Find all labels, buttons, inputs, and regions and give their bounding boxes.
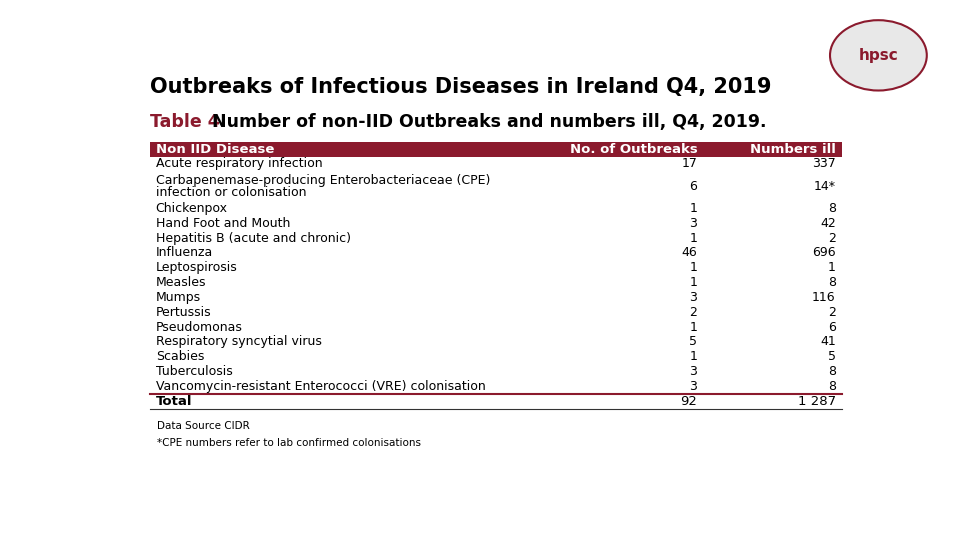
FancyBboxPatch shape — [150, 364, 842, 379]
FancyBboxPatch shape — [150, 171, 842, 201]
Text: 1: 1 — [689, 350, 697, 363]
Text: 696: 696 — [812, 246, 836, 260]
Text: 41: 41 — [820, 335, 836, 348]
FancyBboxPatch shape — [150, 260, 842, 275]
Text: 46: 46 — [682, 246, 697, 260]
FancyBboxPatch shape — [150, 246, 842, 260]
Text: No. of Outbreaks: No. of Outbreaks — [569, 143, 697, 156]
Text: infection or colonisation: infection or colonisation — [156, 186, 306, 199]
Text: 6: 6 — [828, 321, 836, 334]
Text: 3: 3 — [689, 365, 697, 378]
Text: Respiratory syncytial virus: Respiratory syncytial virus — [156, 335, 322, 348]
Text: Outbreaks of Infectious Diseases in Ireland Q4, 2019: Outbreaks of Infectious Diseases in Irel… — [150, 77, 771, 97]
Text: 17: 17 — [682, 158, 697, 171]
Text: Total: Total — [156, 395, 192, 408]
Text: Mumps: Mumps — [156, 291, 201, 304]
Text: 3: 3 — [689, 217, 697, 230]
FancyBboxPatch shape — [150, 290, 842, 305]
Text: 1: 1 — [689, 202, 697, 215]
Text: 1 287: 1 287 — [798, 395, 836, 408]
Text: 5: 5 — [689, 335, 697, 348]
FancyBboxPatch shape — [150, 320, 842, 335]
FancyBboxPatch shape — [150, 201, 842, 216]
Text: 8: 8 — [828, 380, 836, 393]
Text: Hand Foot and Mouth: Hand Foot and Mouth — [156, 217, 290, 230]
Text: Pseudomonas: Pseudomonas — [156, 321, 243, 334]
Text: 3: 3 — [689, 291, 697, 304]
Text: 337: 337 — [812, 158, 836, 171]
Text: Tuberculosis: Tuberculosis — [156, 365, 232, 378]
Text: Data Source CIDR: Data Source CIDR — [157, 421, 250, 431]
Text: Measles: Measles — [156, 276, 206, 289]
Text: 92: 92 — [681, 395, 697, 408]
FancyBboxPatch shape — [150, 335, 842, 349]
Text: Number of non-IID Outbreaks and numbers ill, Q4, 2019.: Number of non-IID Outbreaks and numbers … — [205, 113, 766, 131]
Text: Acute respiratory infection: Acute respiratory infection — [156, 158, 323, 171]
Text: hpsc: hpsc — [858, 48, 899, 63]
Text: Table 4.: Table 4. — [150, 113, 226, 131]
FancyBboxPatch shape — [150, 141, 842, 157]
FancyBboxPatch shape — [150, 231, 842, 246]
Text: 1: 1 — [689, 321, 697, 334]
Text: Leptospirosis: Leptospirosis — [156, 261, 237, 274]
FancyBboxPatch shape — [150, 216, 842, 231]
Text: Non IID Disease: Non IID Disease — [156, 143, 275, 156]
FancyBboxPatch shape — [150, 157, 842, 171]
FancyBboxPatch shape — [150, 305, 842, 320]
Text: Numbers ill: Numbers ill — [750, 143, 836, 156]
Text: Chickenpox: Chickenpox — [156, 202, 228, 215]
Text: 42: 42 — [820, 217, 836, 230]
Text: 1: 1 — [689, 261, 697, 274]
Text: Influenza: Influenza — [156, 246, 213, 260]
Text: 2: 2 — [689, 306, 697, 319]
Text: Vancomycin-resistant Enterococci (VRE) colonisation: Vancomycin-resistant Enterococci (VRE) c… — [156, 380, 486, 393]
Text: *CPE numbers refer to lab confirmed colonisations: *CPE numbers refer to lab confirmed colo… — [157, 438, 421, 448]
Text: 8: 8 — [828, 365, 836, 378]
Text: 5: 5 — [828, 350, 836, 363]
Text: 1: 1 — [828, 261, 836, 274]
Circle shape — [830, 20, 926, 91]
FancyBboxPatch shape — [150, 275, 842, 290]
Text: 2: 2 — [828, 306, 836, 319]
Text: 2: 2 — [828, 232, 836, 245]
FancyBboxPatch shape — [150, 349, 842, 364]
Text: 3: 3 — [689, 380, 697, 393]
FancyBboxPatch shape — [150, 379, 842, 394]
Text: 14*: 14* — [814, 180, 836, 193]
Text: Scabies: Scabies — [156, 350, 204, 363]
Text: 116: 116 — [812, 291, 836, 304]
Text: 1: 1 — [689, 232, 697, 245]
Text: 1: 1 — [689, 276, 697, 289]
Text: Pertussis: Pertussis — [156, 306, 211, 319]
Text: Carbapenemase-producing Enterobacteriaceae (CPE): Carbapenemase-producing Enterobacteriace… — [156, 174, 491, 187]
Text: 6: 6 — [689, 180, 697, 193]
Text: 8: 8 — [828, 202, 836, 215]
Text: Hepatitis B (acute and chronic): Hepatitis B (acute and chronic) — [156, 232, 350, 245]
Text: 8: 8 — [828, 276, 836, 289]
